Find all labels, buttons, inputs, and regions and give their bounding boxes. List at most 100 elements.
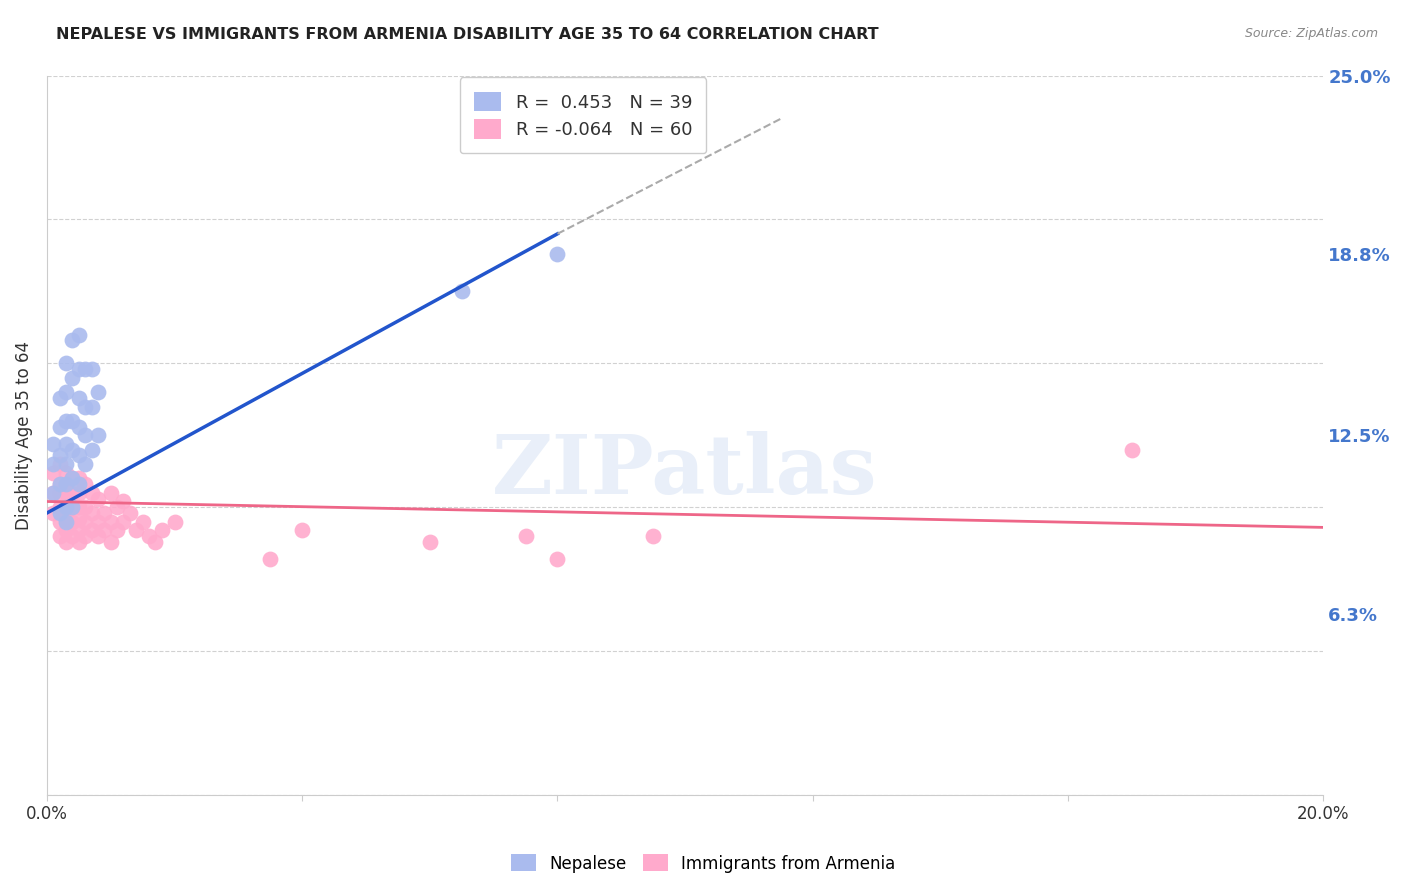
- Point: [42, 466, 65, 480]
- Point: [48, 391, 70, 405]
- Point: [62, 500, 84, 515]
- Point: [48, 506, 70, 520]
- Point: [118, 506, 141, 520]
- Point: [48, 477, 70, 491]
- Point: [100, 534, 122, 549]
- Point: [55, 356, 77, 370]
- Point: [62, 370, 84, 384]
- Point: [75, 428, 97, 442]
- Point: [145, 534, 167, 549]
- Point: [75, 400, 97, 414]
- Point: [87, 491, 110, 506]
- Point: [55, 477, 77, 491]
- Point: [62, 529, 84, 543]
- Point: [87, 529, 110, 543]
- Point: [62, 442, 84, 457]
- Point: [55, 437, 77, 451]
- Text: Source: ZipAtlas.com: Source: ZipAtlas.com: [1244, 27, 1378, 40]
- Point: [62, 414, 84, 428]
- Point: [93, 523, 115, 537]
- Legend: Nepalese, Immigrants from Armenia: Nepalese, Immigrants from Armenia: [503, 847, 903, 880]
- Point: [55, 385, 77, 400]
- Point: [259, 552, 281, 566]
- Point: [75, 362, 97, 376]
- Point: [62, 515, 84, 529]
- Point: [291, 523, 314, 537]
- Point: [67, 486, 90, 500]
- Point: [643, 529, 665, 543]
- Point: [125, 523, 148, 537]
- Point: [55, 523, 77, 537]
- Point: [80, 442, 103, 457]
- Point: [48, 457, 70, 471]
- Point: [80, 506, 103, 520]
- Point: [450, 285, 472, 299]
- Point: [1121, 442, 1143, 457]
- Point: [67, 391, 90, 405]
- Point: [80, 362, 103, 376]
- Point: [80, 400, 103, 414]
- Legend: R =  0.453   N = 39, R = -0.064   N = 60: R = 0.453 N = 39, R = -0.064 N = 60: [460, 78, 706, 153]
- Point: [62, 500, 84, 515]
- Point: [112, 515, 135, 529]
- Point: [55, 477, 77, 491]
- Point: [62, 486, 84, 500]
- Point: [138, 529, 160, 543]
- Point: [112, 494, 135, 508]
- Point: [75, 515, 97, 529]
- Point: [67, 419, 90, 434]
- Point: [87, 428, 110, 442]
- Point: [67, 523, 90, 537]
- Point: [419, 534, 441, 549]
- Point: [87, 385, 110, 400]
- Point: [55, 534, 77, 549]
- Point: [67, 449, 90, 463]
- Point: [105, 500, 128, 515]
- Point: [67, 362, 90, 376]
- Point: [547, 552, 569, 566]
- Point: [75, 500, 97, 515]
- Point: [48, 515, 70, 529]
- Point: [80, 486, 103, 500]
- Point: [55, 486, 77, 500]
- Point: [55, 414, 77, 428]
- Point: [515, 529, 537, 543]
- Y-axis label: Disability Age 35 to 64: Disability Age 35 to 64: [15, 341, 32, 530]
- Point: [42, 506, 65, 520]
- Point: [75, 477, 97, 491]
- Point: [42, 486, 65, 500]
- Point: [48, 500, 70, 515]
- Text: NEPALESE VS IMMIGRANTS FROM ARMENIA DISABILITY AGE 35 TO 64 CORRELATION CHART: NEPALESE VS IMMIGRANTS FROM ARMENIA DISA…: [56, 27, 879, 42]
- Point: [75, 529, 97, 543]
- Point: [48, 486, 70, 500]
- Point: [100, 515, 122, 529]
- Point: [75, 457, 97, 471]
- Point: [55, 500, 77, 515]
- Point: [67, 500, 90, 515]
- Point: [62, 471, 84, 485]
- Point: [48, 477, 70, 491]
- Point: [80, 523, 103, 537]
- Point: [87, 515, 110, 529]
- Text: ZIPatlas: ZIPatlas: [492, 431, 877, 511]
- Point: [163, 515, 186, 529]
- Point: [67, 471, 90, 485]
- Point: [105, 523, 128, 537]
- Point: [48, 529, 70, 543]
- Point: [150, 523, 173, 537]
- Point: [55, 515, 77, 529]
- Point: [67, 512, 90, 526]
- Point: [55, 457, 77, 471]
- Point: [55, 512, 77, 526]
- Point: [62, 471, 84, 485]
- Point: [55, 500, 77, 515]
- Point: [547, 247, 569, 261]
- Point: [67, 477, 90, 491]
- Point: [42, 457, 65, 471]
- Point: [62, 334, 84, 348]
- Point: [131, 515, 153, 529]
- Point: [93, 506, 115, 520]
- Point: [48, 419, 70, 434]
- Point: [67, 534, 90, 549]
- Point: [55, 466, 77, 480]
